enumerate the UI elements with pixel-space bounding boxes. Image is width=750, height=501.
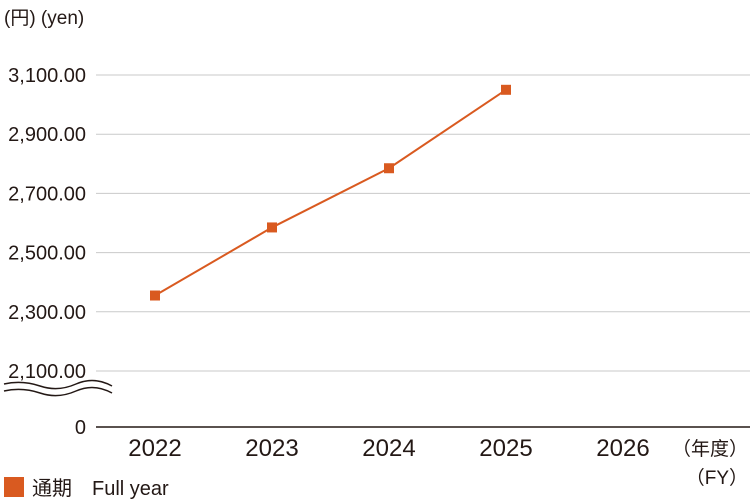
y-tick-label-0: 3,100.00 — [8, 65, 86, 87]
x-tick-label-2024: 2024 — [362, 435, 415, 462]
data-point-2022 — [150, 290, 160, 301]
data-point-2025 — [501, 84, 511, 95]
series-full-year — [150, 84, 511, 301]
legend-label-full-year: 通期 Full year — [32, 478, 169, 500]
legend: 通期 Full year — [4, 472, 169, 501]
x-tick-label-2025: 2025 — [479, 435, 532, 462]
y-tick-label-2: 2,700.00 — [8, 183, 86, 205]
x-axis-label-en: （FY） — [686, 467, 748, 489]
x-tick-label-2023: 2023 — [245, 435, 298, 462]
x-axis-label-ja: （年度） — [672, 438, 748, 460]
x-tick-label-2026: 2026 — [596, 435, 649, 462]
gridlines — [96, 74, 750, 372]
y-tick-zero: 0 — [75, 417, 86, 439]
y-tick-label-1: 2,900.00 — [8, 124, 86, 146]
x-tick-label-2022: 2022 — [128, 435, 181, 462]
data-point-2023 — [267, 222, 277, 233]
y-tick-label-5: 2,100.00 — [8, 361, 86, 383]
y-tick-label-4: 2,300.00 — [8, 302, 86, 324]
x-tick-labels: 2022 2023 2024 2025 2026 — [128, 435, 649, 462]
legend-swatch — [4, 476, 24, 497]
y-axis-label: (円) (yen) — [4, 8, 84, 29]
y-tick-labels: 3,100.00 2,900.00 2,700.00 2,500.00 2,300.00… — [8, 65, 86, 383]
y-tick-label-3: 2,500.00 — [8, 243, 86, 265]
data-point-2024 — [384, 163, 394, 174]
axis-break-symbol — [3, 379, 113, 397]
series-line-full-year — [154, 88, 507, 297]
